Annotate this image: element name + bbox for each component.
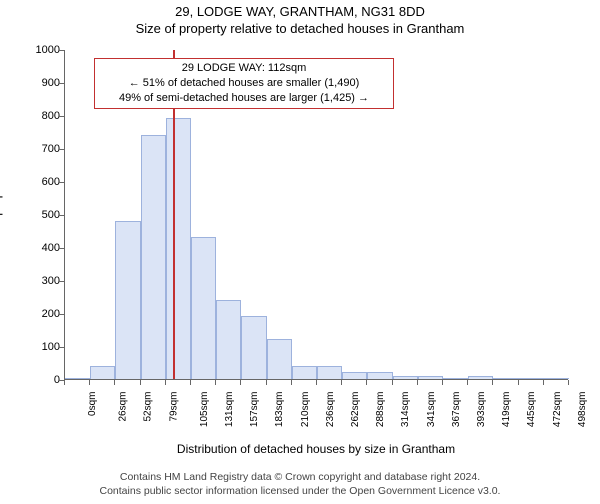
- x-tick-mark: [190, 380, 191, 385]
- histogram-bar: [493, 378, 518, 379]
- x-tick-mark: [341, 380, 342, 385]
- y-tick-label: 600: [30, 176, 60, 188]
- x-tick-mark: [518, 380, 519, 385]
- x-tick-mark: [89, 380, 90, 385]
- callout-line1: 29 LODGE WAY: 112sqm: [101, 61, 387, 76]
- x-tick-label: 26sqm: [118, 392, 129, 422]
- histogram-bar: [317, 366, 342, 379]
- x-tick-label: 157sqm: [249, 392, 260, 428]
- y-tick-mark: [59, 149, 64, 150]
- x-tick-mark: [442, 380, 443, 385]
- x-tick-mark: [140, 380, 141, 385]
- x-tick-mark: [543, 380, 544, 385]
- y-tick-mark: [59, 281, 64, 282]
- y-tick-label: 100: [30, 341, 60, 353]
- x-tick-mark: [64, 380, 65, 385]
- x-tick-mark: [266, 380, 267, 385]
- footer-line2: Contains public sector information licen…: [0, 484, 600, 498]
- y-tick-label: 800: [30, 110, 60, 122]
- x-tick-mark: [492, 380, 493, 385]
- x-tick-mark: [291, 380, 292, 385]
- histogram-bar: [65, 378, 90, 379]
- x-tick-label: 210sqm: [300, 392, 311, 428]
- x-tick-label: 105sqm: [199, 392, 210, 428]
- histogram-bar: [191, 237, 216, 379]
- x-tick-mark: [467, 380, 468, 385]
- histogram-bar: [90, 366, 115, 379]
- x-tick-label: 419sqm: [501, 392, 512, 428]
- x-tick-mark: [568, 380, 569, 385]
- y-tick-mark: [59, 83, 64, 84]
- x-tick-label: 79sqm: [168, 392, 179, 422]
- y-tick-label: 1000: [30, 44, 60, 56]
- chart-title-address: 29, LODGE WAY, GRANTHAM, NG31 8DD: [0, 4, 600, 19]
- y-tick-label: 0: [30, 374, 60, 386]
- histogram-bar: [241, 316, 266, 379]
- y-tick-label: 900: [30, 77, 60, 89]
- x-tick-label: 236sqm: [325, 392, 336, 428]
- y-tick-mark: [59, 50, 64, 51]
- x-tick-label: 288sqm: [375, 392, 386, 428]
- x-tick-mark: [165, 380, 166, 385]
- y-tick-label: 400: [30, 242, 60, 254]
- histogram-bar: [342, 372, 367, 379]
- x-tick-mark: [417, 380, 418, 385]
- callout-line3: 49% of semi-detached houses are larger (…: [101, 91, 387, 106]
- x-tick-label: 341sqm: [426, 392, 437, 428]
- histogram-bar: [292, 366, 317, 379]
- y-tick-label: 700: [30, 143, 60, 155]
- x-tick-mark: [316, 380, 317, 385]
- histogram-bar: [468, 376, 493, 379]
- footer-attribution: Contains HM Land Registry data © Crown c…: [0, 470, 600, 498]
- y-tick-label: 500: [30, 209, 60, 221]
- x-tick-mark: [114, 380, 115, 385]
- histogram-bar: [519, 378, 544, 379]
- histogram-bar: [443, 378, 468, 379]
- chart-title-subtitle: Size of property relative to detached ho…: [0, 21, 600, 36]
- histogram-bar: [166, 118, 191, 379]
- x-tick-label: 262sqm: [350, 392, 361, 428]
- x-tick-label: 445sqm: [526, 392, 537, 428]
- x-tick-mark: [240, 380, 241, 385]
- x-tick-label: 52sqm: [143, 392, 154, 422]
- x-tick-label: 131sqm: [224, 392, 235, 428]
- histogram-bar: [418, 376, 443, 379]
- x-tick-label: 0sqm: [87, 392, 98, 416]
- y-tick-mark: [59, 215, 64, 216]
- y-tick-label: 200: [30, 308, 60, 320]
- histogram-bar: [393, 376, 418, 379]
- histogram-bar: [141, 135, 166, 379]
- footer-line1: Contains HM Land Registry data © Crown c…: [0, 470, 600, 484]
- histogram-bar: [267, 339, 292, 379]
- x-tick-label: 498sqm: [577, 392, 588, 428]
- histogram-bar: [115, 221, 140, 379]
- y-tick-mark: [59, 314, 64, 315]
- y-tick-mark: [59, 248, 64, 249]
- y-tick-mark: [59, 347, 64, 348]
- x-tick-mark: [392, 380, 393, 385]
- histogram-bar: [216, 300, 241, 379]
- x-tick-label: 314sqm: [400, 392, 411, 428]
- property-callout: 29 LODGE WAY: 112sqm← 51% of detached ho…: [94, 58, 394, 109]
- x-tick-mark: [366, 380, 367, 385]
- histogram-bar: [544, 378, 569, 379]
- x-tick-label: 183sqm: [274, 392, 285, 428]
- x-axis-label: Distribution of detached houses by size …: [64, 442, 568, 456]
- y-tick-mark: [59, 182, 64, 183]
- x-tick-label: 393sqm: [476, 392, 487, 428]
- y-tick-label: 300: [30, 275, 60, 287]
- histogram-bar: [367, 372, 392, 379]
- chart-container: Number of detached properties Distributi…: [0, 42, 600, 448]
- x-tick-label: 367sqm: [451, 392, 462, 428]
- callout-line2: ← 51% of detached houses are smaller (1,…: [101, 76, 387, 91]
- x-tick-mark: [215, 380, 216, 385]
- y-tick-mark: [59, 116, 64, 117]
- x-tick-label: 472sqm: [552, 392, 563, 428]
